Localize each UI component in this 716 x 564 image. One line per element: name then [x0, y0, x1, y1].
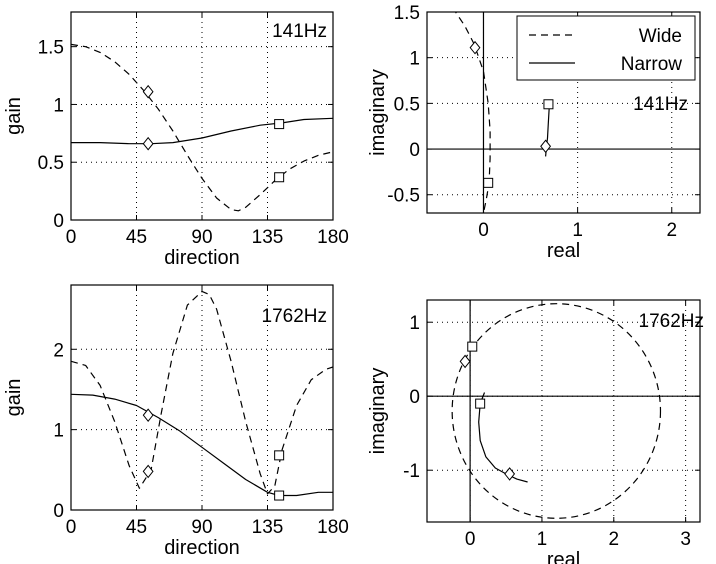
y-tick-label: 0: [409, 387, 420, 408]
y-tick-label: 1: [53, 95, 64, 116]
x-tick-label: 0: [465, 529, 476, 550]
series-wide-line: [71, 43, 333, 212]
square-marker: [475, 398, 486, 409]
panel-top-left: 0 45 90 135 180 0 0.5 1 1.5 direction gain 141Hz: [3, 11, 349, 269]
frequency-label: 141Hz: [633, 94, 688, 115]
x-tick-label: 45: [126, 517, 147, 538]
x-tick-label: 2: [609, 529, 620, 550]
square-marker: [483, 177, 494, 188]
diamond-marker: [504, 467, 516, 481]
square-marker: [274, 119, 285, 130]
panel-bottom-left: 0 45 90 135 180 0 1 2 direction gain 1762Hz: [3, 284, 349, 559]
y-axis-label: imaginary: [367, 69, 389, 156]
x-axis-label: direction: [164, 537, 240, 559]
series-wide-line: [451, 303, 662, 519]
data-layer: [71, 290, 333, 497]
diamond-marker: [469, 40, 481, 55]
frequency-label: 141Hz: [272, 21, 327, 42]
axes-box: [426, 11, 701, 214]
square-marker: [543, 99, 554, 110]
diamond-marker: [142, 136, 154, 151]
x-tick-label: 0: [66, 517, 77, 538]
axes-box: [426, 299, 701, 523]
x-tick-label: 135: [252, 227, 284, 248]
y-tick-label: 0: [53, 501, 64, 522]
x-tick-label: 180: [317, 517, 349, 538]
y-tick-label: 1.5: [38, 38, 64, 59]
y-axis-label: gain: [3, 379, 25, 417]
x-tick-label: 45: [126, 227, 147, 248]
y-tick-label: 1: [53, 421, 64, 442]
y-tick-label: 0.5: [394, 94, 420, 115]
y-tick-label: 2: [53, 340, 64, 361]
x-axis-label: direction: [164, 247, 240, 269]
frequency-label: 1762Hz: [262, 306, 328, 327]
x-tick-label: 0: [478, 220, 489, 241]
x-tick-label: 90: [191, 227, 212, 248]
x-axis-label: real: [547, 549, 580, 564]
diamond-marker: [540, 139, 552, 154]
axes-box: [70, 11, 334, 221]
square-marker: [274, 450, 285, 461]
x-tick-label: 1: [572, 220, 583, 241]
x-tick-label: 0: [66, 227, 77, 248]
frequency-label: 1762Hz: [639, 311, 705, 332]
diamond-marker: [142, 408, 154, 422]
square-marker: [467, 341, 478, 352]
diamond-marker: [142, 84, 154, 99]
data-layer: [71, 43, 333, 212]
diamond-marker: [459, 354, 471, 369]
x-tick-label: 1: [537, 529, 548, 550]
y-tick-label: -1: [403, 461, 420, 482]
x-tick-label: 180: [317, 227, 349, 248]
square-marker: [274, 172, 285, 183]
legend-label-narrow: Narrow: [621, 54, 683, 75]
x-tick-label: 135: [252, 517, 284, 538]
x-tick-label: 90: [191, 517, 212, 538]
y-tick-label: -0.5: [387, 186, 420, 207]
diamond-marker: [142, 464, 154, 479]
y-tick-label: 0: [53, 211, 64, 232]
y-tick-label: 0.5: [38, 153, 64, 174]
y-axis-label: imaginary: [367, 368, 389, 455]
legend-label-wide: Wide: [639, 26, 682, 47]
y-axis-label: gain: [3, 97, 25, 135]
series-narrow-line: [71, 117, 333, 145]
square-marker: [274, 490, 285, 501]
series-wide-line: [71, 290, 333, 495]
y-tick-label: 1.5: [394, 3, 420, 24]
data-layer: [451, 303, 662, 519]
legend-box: [516, 15, 696, 81]
legend: Wide Narrow: [516, 15, 696, 81]
y-tick-label: 1: [409, 49, 420, 70]
y-tick-label: 0: [409, 140, 420, 161]
x-axis-label: real: [547, 240, 580, 262]
x-tick-label: 3: [680, 529, 691, 550]
series-narrow-line: [478, 392, 528, 483]
series-narrow-line: [71, 393, 333, 497]
panel-top-right: 0 1 2 -0.5 0 0.5 1 1.5 real imaginary 141Hz Wide Nar…: [367, 3, 701, 262]
y-tick-label: 1: [409, 313, 420, 334]
x-tick-label: 2: [666, 220, 677, 241]
